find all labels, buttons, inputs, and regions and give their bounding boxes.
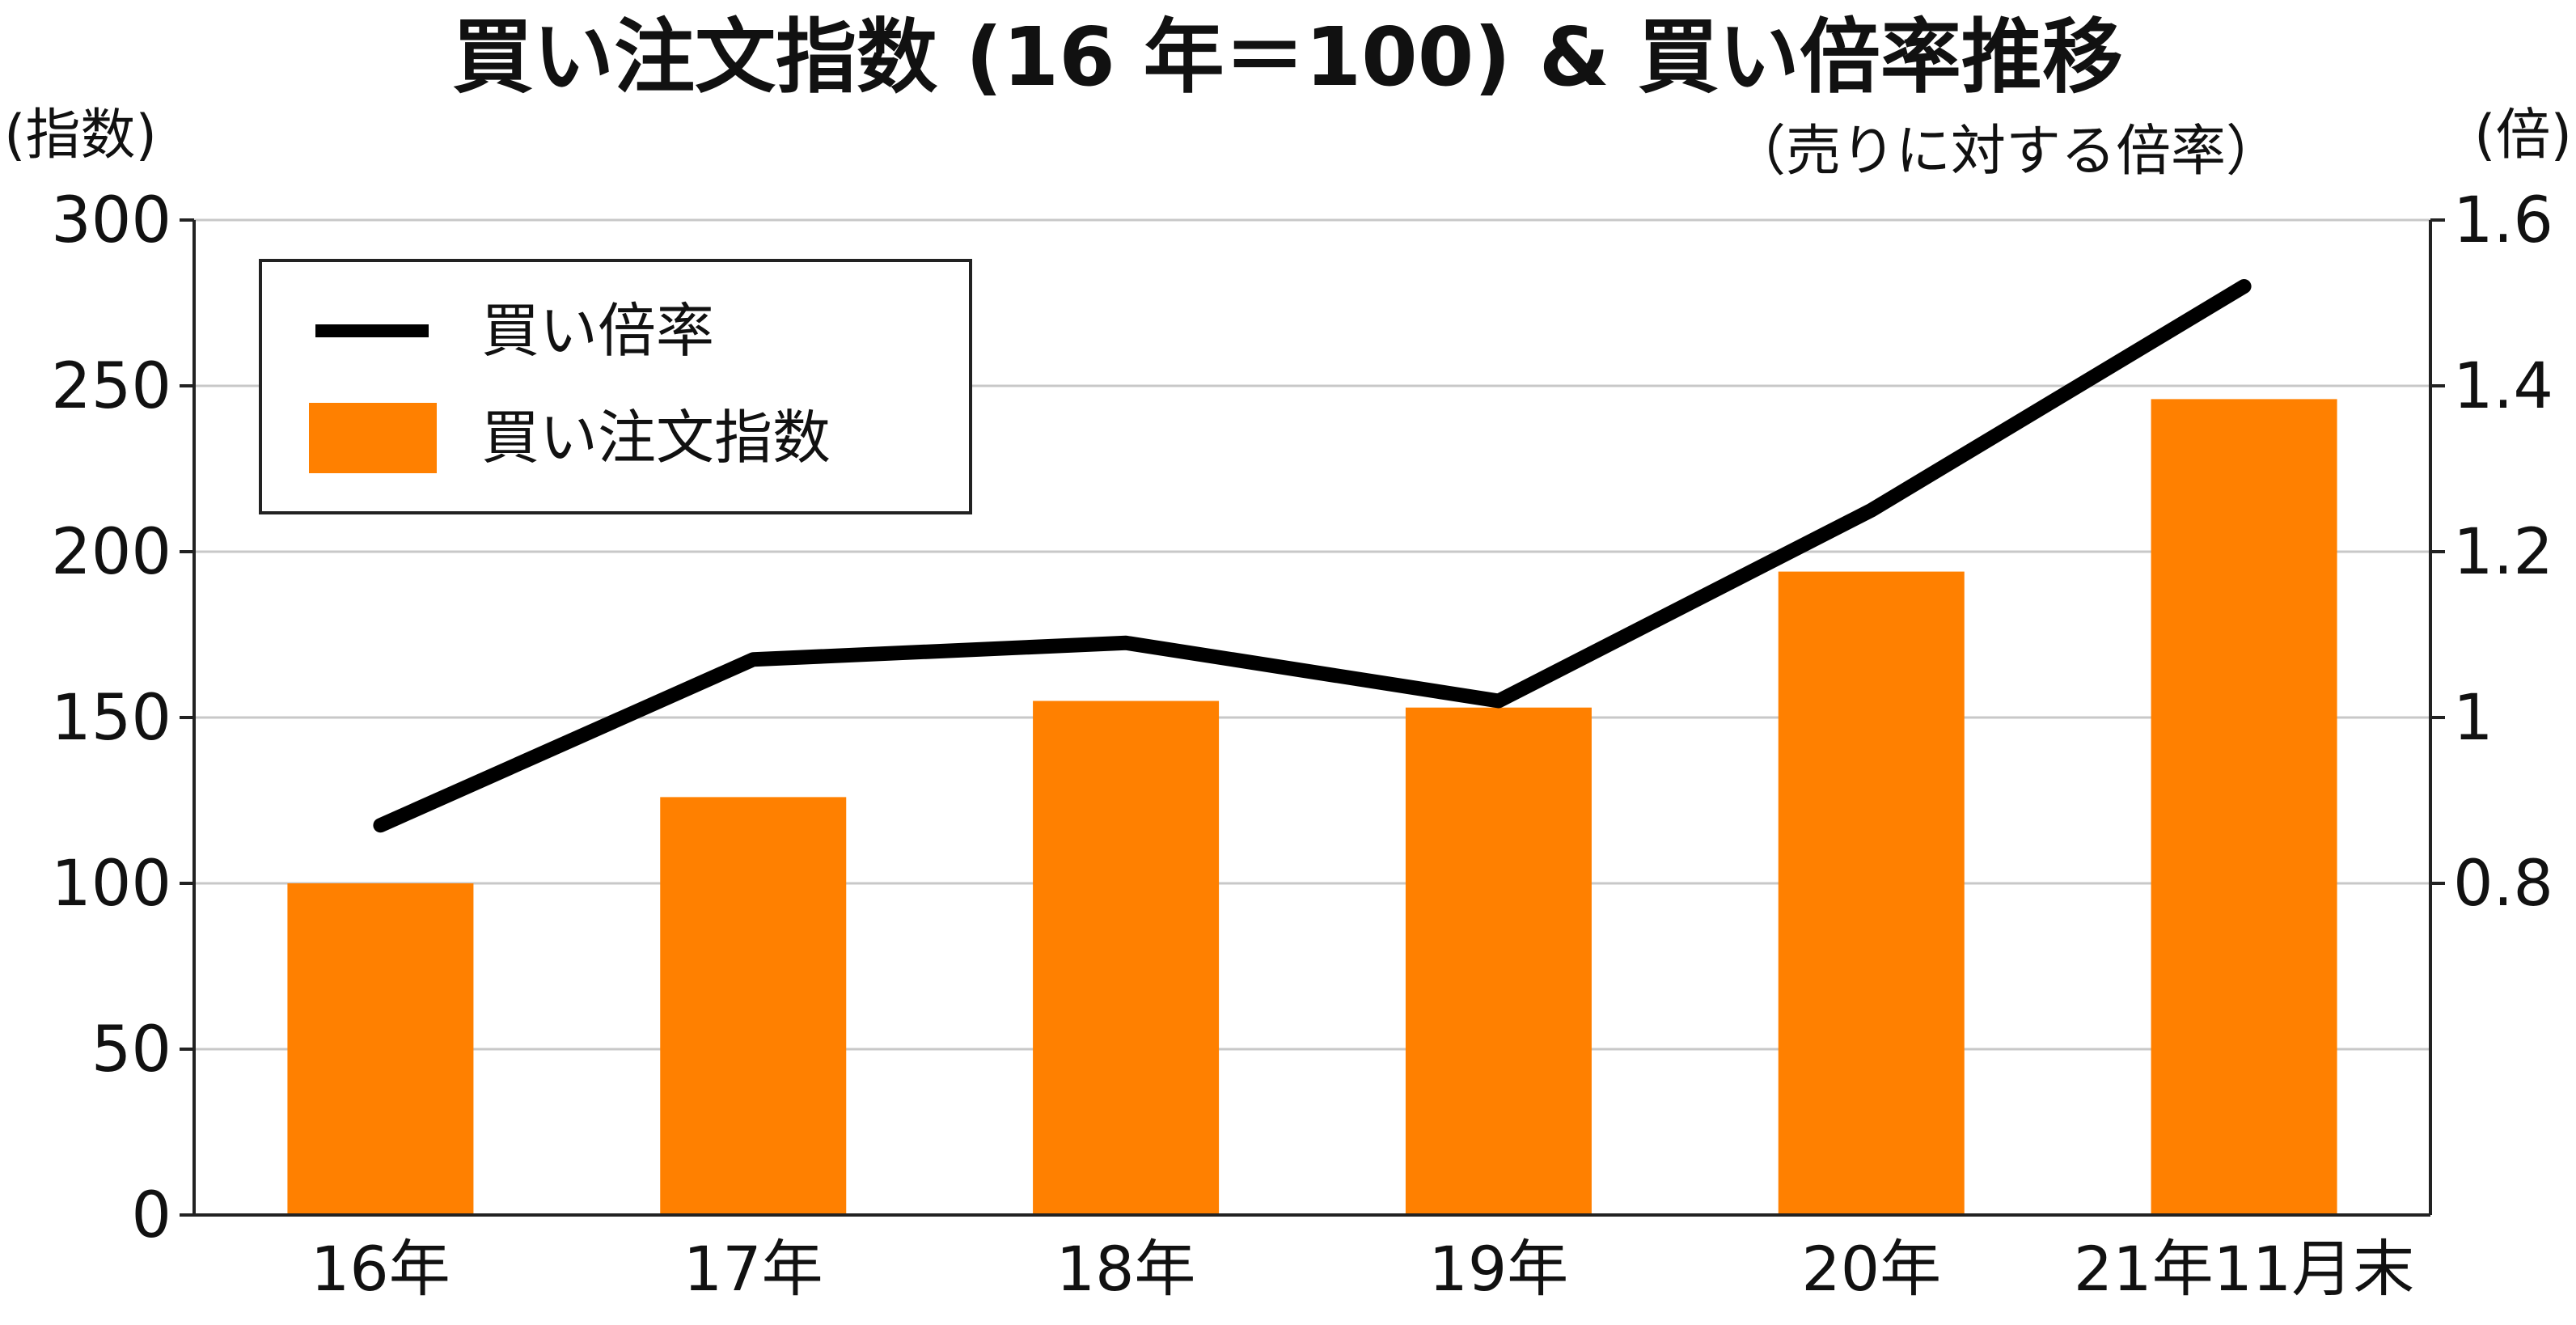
right-tick-label: 1.6	[2453, 184, 2553, 257]
left-tick-label: 50	[91, 1014, 171, 1086]
legend-label-ratio: 買い倍率	[481, 297, 714, 365]
bar-18年	[1033, 701, 1220, 1215]
bar-20年	[1778, 571, 1965, 1215]
ratio-line	[373, 279, 2252, 833]
x-tick-label: 16年	[311, 1233, 450, 1305]
x-tick-label: 18年	[1056, 1233, 1196, 1305]
right-tick-label: 0.8	[2453, 848, 2553, 921]
ratio-point-18年	[1124, 641, 1128, 645]
left-tick-label: 250	[51, 350, 171, 423]
ratio-point-16年	[379, 823, 383, 828]
right-tick-label: 1.4	[2453, 350, 2553, 423]
legend: 買い倍率 買い注文指数	[259, 259, 972, 514]
left-tick-label: 200	[51, 516, 171, 589]
right-tick-label: 1	[2453, 682, 2494, 755]
bar-19年	[1405, 707, 1592, 1215]
ratio-point-17年	[751, 658, 755, 662]
ratio-line-path	[373, 279, 2252, 833]
x-tick-label: 20年	[1801, 1233, 1941, 1305]
ratio-point-19年	[1496, 699, 1500, 703]
axes	[180, 218, 2445, 1217]
left-tick-label: 150	[51, 682, 171, 755]
left-tick-label: 100	[51, 848, 171, 921]
right-axis-unit-label: (倍)	[2474, 104, 2572, 167]
chart-title: 買い注文指数 (16 年＝100) & 買い倍率推移	[452, 10, 2123, 104]
right-tick-label: 1.2	[2453, 516, 2553, 589]
bars	[287, 399, 2337, 1215]
tick-labels: 0 50 100 150 200 250 300 0.8 1 1.2 1.4 1.6 16年 17年 18年…	[51, 184, 2553, 1305]
ratio-point-20年	[1869, 508, 1873, 512]
left-tick-label: 0	[131, 1179, 171, 1252]
left-tick-label: 300	[51, 184, 171, 257]
bar-17年	[660, 797, 847, 1215]
legend-label-index: 買い注文指数	[481, 404, 831, 472]
x-tick-label: 19年	[1429, 1233, 1569, 1305]
left-axis-unit-label: (指数)	[4, 104, 157, 167]
x-tick-label: 21年11月末	[2074, 1233, 2414, 1305]
chart-subtitle: （売りに対する倍率）	[1731, 120, 2281, 184]
legend-bar-swatch	[309, 403, 437, 473]
x-tick-label: 17年	[683, 1233, 823, 1305]
bar-16年	[287, 883, 474, 1215]
bar-21年11月末	[2151, 399, 2337, 1215]
ratio-point-21年11月末	[2242, 285, 2246, 288]
